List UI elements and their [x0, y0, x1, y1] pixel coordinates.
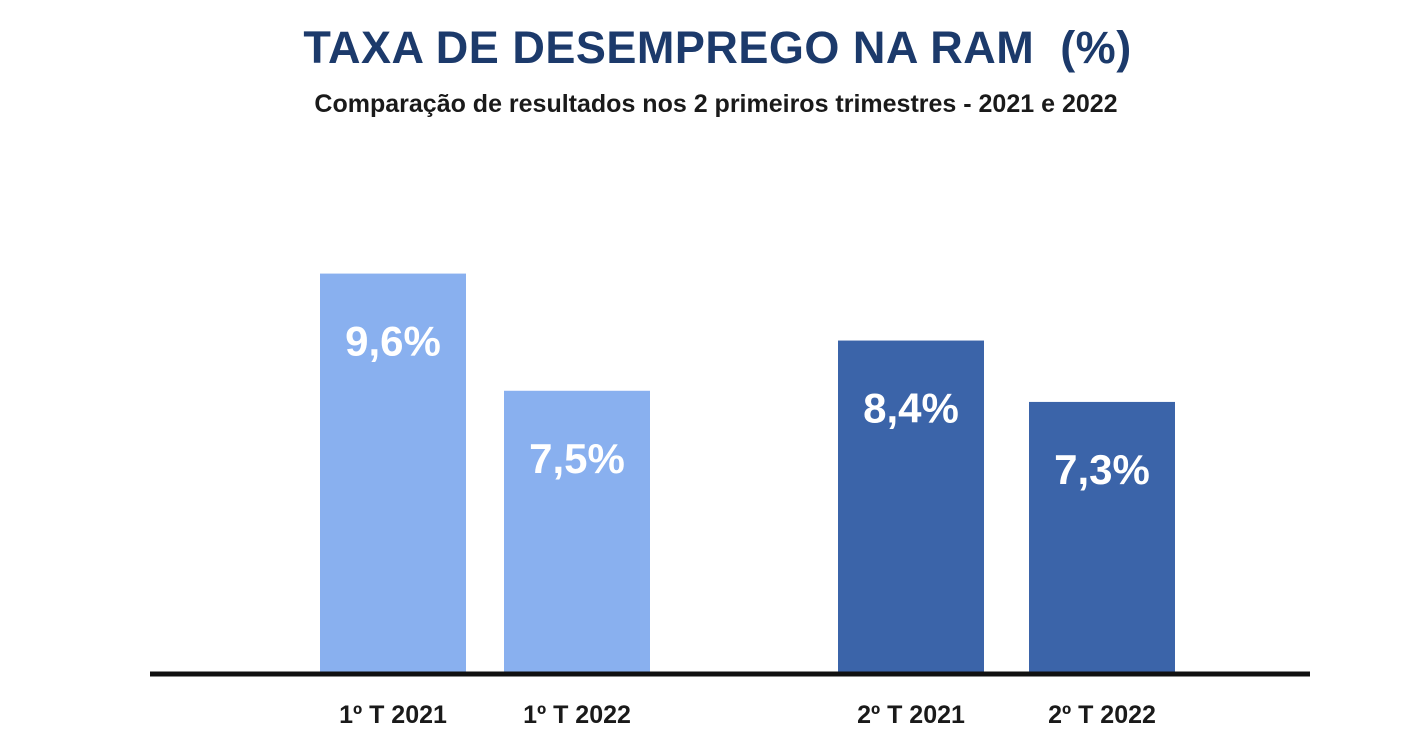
- bar: [838, 340, 984, 672]
- data-label: 8,4%: [863, 385, 959, 432]
- chart-title: TAXA DE DESEMPREGO NA RAM (%): [303, 22, 1132, 73]
- bar: [504, 390, 650, 672]
- category-label: 2º T 2022: [1048, 701, 1156, 729]
- category-label: 1º T 2022: [523, 701, 631, 729]
- bar: [320, 273, 466, 672]
- data-label: 7,3%: [1054, 446, 1150, 493]
- data-label: 9,6%: [345, 318, 441, 365]
- data-label: 7,5%: [529, 435, 625, 482]
- category-label: 2º T 2021: [857, 701, 965, 729]
- bar: [1029, 401, 1175, 672]
- chart-subtitle: Comparação de resultados nos 2 primeiros…: [314, 90, 1118, 118]
- category-label: 1º T 2021: [339, 701, 447, 729]
